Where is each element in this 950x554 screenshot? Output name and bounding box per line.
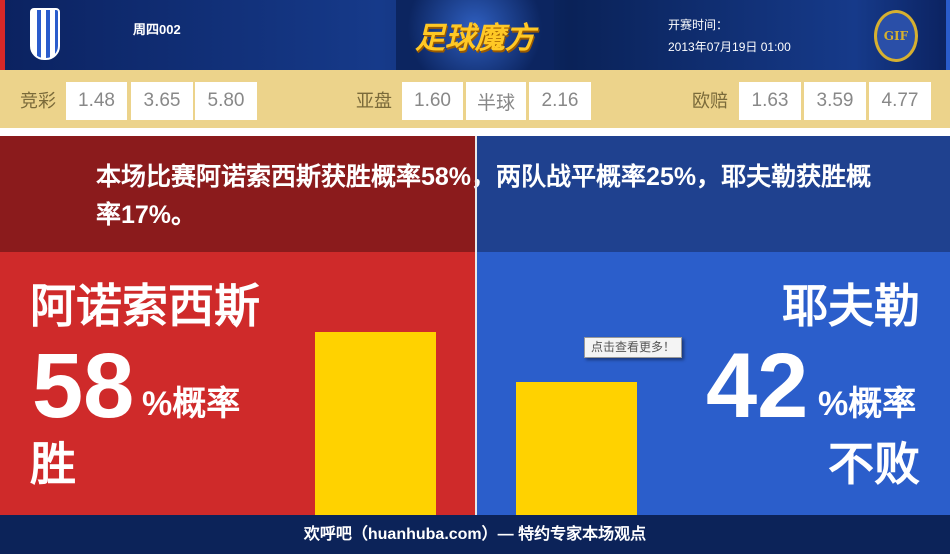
oupei-label: 欧赔 — [692, 91, 728, 111]
odds-bar: 竞彩 1.48 3.65 5.80 亚盘 1.60 半球 2.16 欧赔 1.6… — [0, 70, 950, 132]
away-percent-label: %概率 — [818, 385, 917, 423]
kickoff-time: 2013年07月19日 01:00 — [668, 40, 791, 54]
footer-credit[interactable]: 欢呼吧（huanhuba.com）— 特约专家本场观点 — [0, 515, 950, 554]
more-tooltip: 点击查看更多！ — [584, 337, 683, 358]
match-number: 周四002 — [133, 22, 181, 37]
accent-strip — [946, 0, 950, 70]
odds-value: 2.16 — [529, 82, 591, 120]
message-bg-home — [0, 136, 475, 252]
home-percent-label: %概率 — [142, 385, 241, 423]
odds-value: 1.63 — [739, 82, 801, 120]
odds-value: 1.48 — [66, 82, 127, 120]
odds-value: 1.60 — [402, 82, 463, 120]
away-team-logo: GIF — [874, 10, 918, 62]
away-team-name: 耶夫勒 — [782, 280, 920, 332]
odds-value: 半球 — [466, 82, 526, 120]
accent-strip — [0, 0, 5, 70]
home-result: 胜 — [30, 438, 76, 490]
away-result: 不败 — [828, 438, 920, 490]
home-probability-bar — [315, 331, 436, 515]
brand-logo: 足球魔方 — [396, 0, 554, 70]
prediction-message-band: 本场比赛阿诺索西斯获胜概率58%，两队战平概率25%，耶夫勒获胜概率17%。 — [0, 136, 950, 252]
odds-value: 4.77 — [869, 82, 931, 120]
odds-value: 3.65 — [131, 82, 193, 120]
home-team-logo — [30, 8, 60, 60]
message-bg-away — [477, 136, 950, 252]
prediction-message: 本场比赛阿诺索西斯获胜概率58%，两队战平概率25%，耶夫勒获胜概率17%。 — [96, 163, 872, 229]
home-team-name: 阿诺索西斯 — [30, 280, 260, 332]
kickoff-label: 开赛时间： — [668, 18, 729, 32]
odds-value: 5.80 — [195, 82, 257, 120]
divider — [475, 136, 477, 515]
yapan-label: 亚盘 — [356, 91, 392, 111]
odds-value: 3.59 — [804, 82, 866, 120]
home-percent: 58 — [32, 335, 135, 437]
header: 周四002 足球魔方 开赛时间： 2013年07月19日 01:00 GIF — [0, 0, 950, 70]
jingcai-label: 竞彩 — [20, 91, 56, 111]
away-probability-bar — [516, 382, 637, 515]
away-percent: 42 — [706, 335, 809, 437]
